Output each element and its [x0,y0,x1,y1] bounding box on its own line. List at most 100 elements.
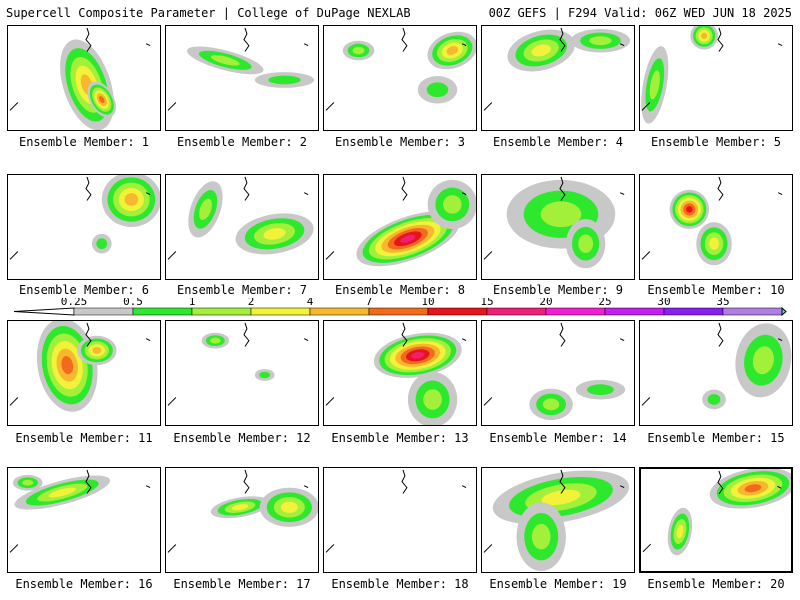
colorbar-bin [663,307,724,316]
coast-fragment [461,338,467,342]
ensemble-panel-4[interactable] [481,25,635,131]
scp-contour-fill [446,46,459,55]
scp-contour-fill [676,524,684,539]
scp-contour-fill [92,347,102,354]
panel-map [9,469,151,553]
scp-contour-fill [210,55,240,66]
page-title: Supercell Composite Parameter | College … [6,6,411,20]
ensemble-panel-8[interactable] [323,174,477,280]
panel-map [167,322,309,406]
ensemble-panel-1[interactable] [7,25,161,131]
lake-michigan-outline [401,176,408,201]
colorbar-tick-label: 1 [189,298,196,308]
scp-contour-fill [423,389,442,410]
scp-contour-fill [61,356,74,375]
scp-contour-fill [199,198,212,220]
ensemble-panel-11[interactable] [7,320,161,426]
gulf-coast-fragment [483,544,493,553]
panel-map [325,176,476,267]
panel-map [641,176,783,266]
scp-contour-fill [124,193,139,206]
colorbar-bin [73,307,134,316]
coast-fragment [619,192,625,196]
ensemble-panel-13[interactable] [323,320,477,426]
lake-michigan-outline [243,322,250,347]
colorbar-bin [132,307,193,316]
scp-contour-fill [587,384,614,396]
panel-map [642,469,791,556]
scp-contour-fill [649,70,660,100]
coast-fragment [777,338,783,342]
colorbar-tick-label: 15 [480,298,493,308]
ensemble-panel-15[interactable] [639,320,793,426]
gulf-coast-fragment [9,102,19,111]
colorbar-bin [191,307,252,316]
ensemble-panel-label: Ensemble Member: 20 [647,577,785,591]
lake-michigan-outline [85,27,92,52]
ensemble-panel-7[interactable] [165,174,319,280]
ensemble-panel-12[interactable] [165,320,319,426]
panel-map [167,176,314,260]
ensemble-panel-19[interactable] [481,467,635,573]
gulf-coast-fragment [641,251,651,260]
lake-michigan-outline [243,469,250,494]
panel-map [483,27,631,111]
colorbar-tick-label: 0.25 [61,298,88,308]
lake-michigan-outline [243,27,250,52]
ensemble-panel-18[interactable] [323,467,477,573]
lake-michigan-outline [559,469,566,494]
gulf-coast-fragment [483,251,493,260]
ensemble-panel-label: Ensemble Member: 2 [176,135,308,149]
ensemble-panel-10[interactable] [639,174,793,280]
colorbar-tick-label: 4 [307,298,314,308]
panel-map [325,322,467,425]
ensemble-panel-14[interactable] [481,320,635,426]
lake-michigan-outline [717,27,724,52]
colorbar-under-arrow [13,307,75,316]
scp-contour-fill [542,398,560,411]
scp-contour-fill [280,501,298,513]
scp-contour-fill [540,201,582,228]
coast-fragment [303,338,309,342]
ensemble-panel-20[interactable] [639,467,793,573]
scp-contour-fill [752,346,774,375]
gulf-coast-fragment [325,251,335,260]
coast-fragment [619,485,625,489]
ensemble-panel-2[interactable] [165,25,319,131]
ensemble-panel-3[interactable] [323,25,477,131]
gulf-coast-fragment [167,397,177,406]
ensemble-panel-17[interactable] [165,467,319,573]
ensemble-panel-6[interactable] [7,174,161,280]
panel-map [641,26,783,124]
colorbar-tick-label: 2 [248,298,255,308]
panel-map [9,321,151,412]
scp-contour-fill [259,371,271,379]
gulf-coast-fragment [9,397,19,406]
lake-michigan-outline [85,469,92,494]
colorbar-svg: 0.25 0.5 1 2 4 7 10 15 20 25 30 35 [13,298,787,317]
scp-contour-fill [531,523,551,550]
ensemble-panel-9[interactable] [481,174,635,280]
ensemble-panel-5[interactable] [639,25,793,131]
scp-contour-fill [48,487,76,498]
ensemble-panel-label: Ensemble Member: 3 [334,135,466,149]
scp-contour-fill [268,75,301,85]
scp-contour-fill [231,504,249,511]
ensemble-panel-16[interactable] [7,467,161,573]
scp-contour-fill [411,352,425,359]
panel-map [641,322,792,410]
ensemble-panel-label: Ensemble Member: 12 [173,431,311,445]
panel-map [325,27,476,111]
lake-michigan-outline [559,176,566,201]
ensemble-panel-label: Ensemble Member: 4 [492,135,624,149]
scp-contour-fill [210,337,221,344]
gulf-coast-fragment [167,544,177,553]
scp-contour-fill [96,238,108,250]
ensemble-panel-label: Ensemble Member: 8 [334,283,466,297]
coast-fragment [145,338,151,342]
gulf-coast-fragment [641,397,651,406]
lake-michigan-outline [559,27,566,52]
colorbar-bin [368,307,429,316]
colorbar-bin [604,307,665,316]
colorbar-bin [427,307,488,316]
